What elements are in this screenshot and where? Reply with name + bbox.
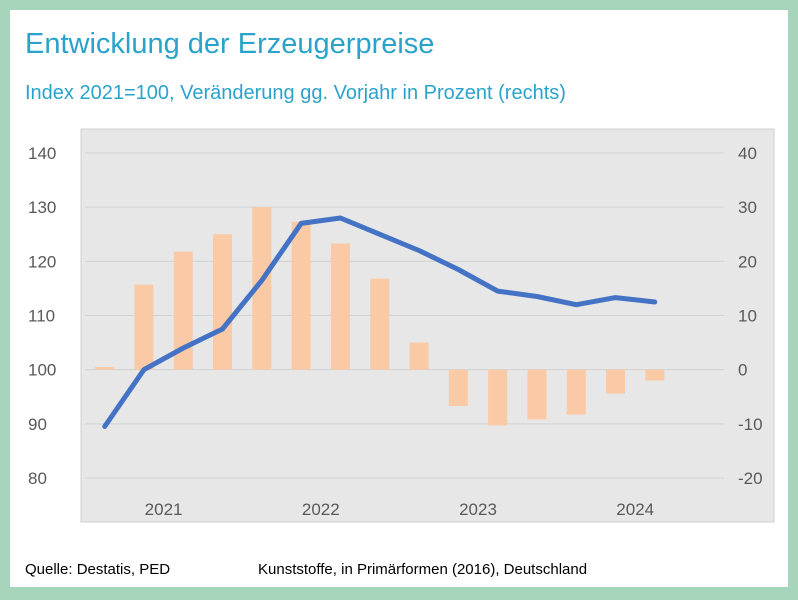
chart-subtitle: Index 2021=100, Veränderung gg. Vorjahr … [25, 82, 566, 104]
bar-yoy-change [330, 243, 350, 370]
right-axis-tick-label: 0 [738, 361, 747, 380]
bar-yoy-change [606, 369, 626, 394]
bar-yoy-change [448, 369, 468, 406]
plot-area [80, 128, 775, 523]
line-price-index [102, 215, 658, 429]
bar-yoy-change [409, 342, 429, 370]
bar-yoy-change [252, 207, 272, 370]
right-axis-tick-label: 30 [738, 198, 757, 217]
right-axis-tick-label: 10 [738, 307, 757, 326]
left-axis-tick-label: 100 [28, 361, 56, 380]
left-axis-tick-label: 80 [28, 469, 47, 488]
left-axis-tick-label: 140 [28, 144, 56, 163]
left-axis-tick-label: 120 [28, 252, 56, 271]
bar-yoy-change [527, 369, 547, 420]
source-note: Quelle: Destatis, PED [25, 561, 171, 578]
bar-yoy-change [645, 369, 665, 381]
right-axis-tick-label: 20 [738, 252, 757, 271]
bar-yoy-change [95, 366, 115, 370]
series-description: Kunststoffe, in Primärformen (2016), Deu… [258, 561, 588, 578]
left-axis-tick-label: 90 [28, 415, 47, 434]
chart-title: Entwicklung der Erzeugerpreise [25, 28, 435, 60]
right-axis-tick-label: -10 [738, 415, 763, 434]
x-axis-year-label: 2023 [459, 500, 497, 519]
x-axis-year-label: 2022 [302, 500, 340, 519]
x-axis-year-label: 2021 [145, 500, 183, 519]
bar-yoy-change [213, 234, 233, 370]
right-axis-tick-label: -20 [738, 469, 763, 488]
bar-yoy-change [566, 369, 586, 415]
x-axis-year-label: 2024 [616, 500, 654, 519]
right-axis-tick-label: 40 [738, 144, 757, 163]
bar-yoy-change [173, 251, 193, 370]
left-axis-tick-label: 110 [28, 307, 55, 326]
bar-yoy-change [291, 221, 311, 370]
bar-yoy-change [488, 369, 508, 426]
left-axis-tick-label: 130 [28, 198, 56, 217]
bar-yoy-change [134, 284, 154, 370]
bar-yoy-change [370, 278, 390, 370]
